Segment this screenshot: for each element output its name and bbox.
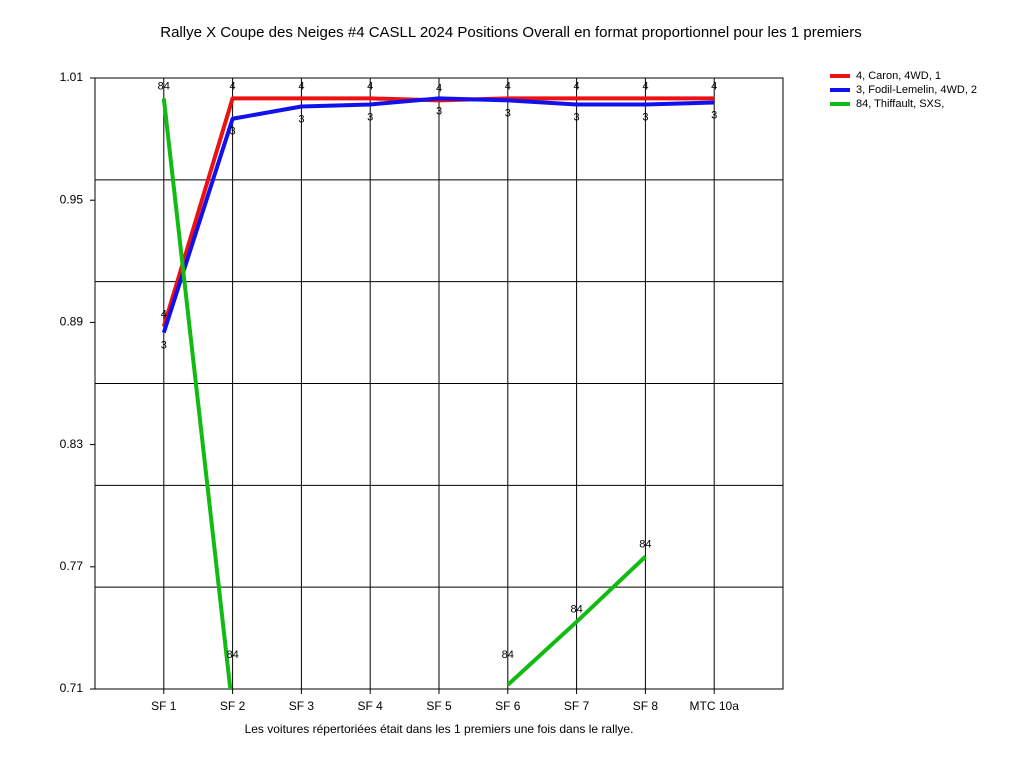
point-label: 3: [505, 107, 511, 119]
point-label: 4: [642, 80, 648, 92]
series-line: [161, 96, 715, 334]
x-tick-label: SF 1: [151, 699, 177, 713]
x-tick-label: SF 6: [495, 699, 521, 713]
point-label: 4: [230, 80, 236, 92]
point-label: 84: [570, 604, 582, 616]
point-label: 4: [298, 80, 304, 92]
point-label: 4: [505, 80, 511, 92]
series-line: [161, 98, 647, 689]
point-label: 3: [298, 113, 304, 125]
x-tick-label: SF 3: [289, 699, 315, 713]
y-tick-label: 0.83: [60, 437, 84, 451]
x-tick-label: MTC 10a: [690, 699, 740, 713]
y-tick-label: 0.89: [60, 315, 84, 329]
x-tick-label: SF 7: [564, 699, 590, 713]
x-tick-label: SF 2: [220, 699, 246, 713]
point-label: 84: [226, 649, 238, 661]
point-label: 4: [574, 80, 580, 92]
point-label: 4: [436, 82, 442, 94]
point-label: 3: [574, 111, 580, 123]
y-tick-label: 0.77: [60, 559, 84, 573]
y-tick-label: 1.01: [60, 70, 84, 84]
point-label: 3: [711, 109, 717, 121]
point-label: 4: [367, 80, 373, 92]
chart-title: Rallye X Coupe des Neiges #4 CASLL 2024 …: [160, 24, 861, 41]
legend-label: 84, Thiffault, SXS,: [856, 98, 944, 110]
point-label: 3: [230, 126, 236, 138]
point-label: 84: [639, 539, 651, 551]
point-label: 3: [367, 111, 373, 123]
legend-label: 3, Fodil-Lemelin, 4WD, 2: [856, 84, 977, 96]
point-label: 84: [158, 80, 170, 92]
point-label: 3: [436, 105, 442, 117]
x-tick-label: SF 5: [426, 699, 452, 713]
point-label: 84: [502, 649, 514, 661]
series-line: [161, 96, 715, 328]
y-tick-label: 0.95: [60, 192, 84, 206]
point-label: 3: [161, 339, 167, 351]
point-label: 4: [161, 308, 167, 320]
series-layer: [161, 96, 715, 689]
x-tick-label: SF 4: [358, 699, 384, 713]
x-tick-label: SF 8: [633, 699, 659, 713]
legend-label: 4, Caron, 4WD, 1: [856, 70, 941, 82]
x-axis-label: Les voitures répertoriées était dans les…: [245, 722, 634, 736]
point-label: 4: [711, 80, 717, 92]
y-tick-label: 0.71: [60, 681, 84, 695]
point-label: 3: [642, 111, 648, 123]
